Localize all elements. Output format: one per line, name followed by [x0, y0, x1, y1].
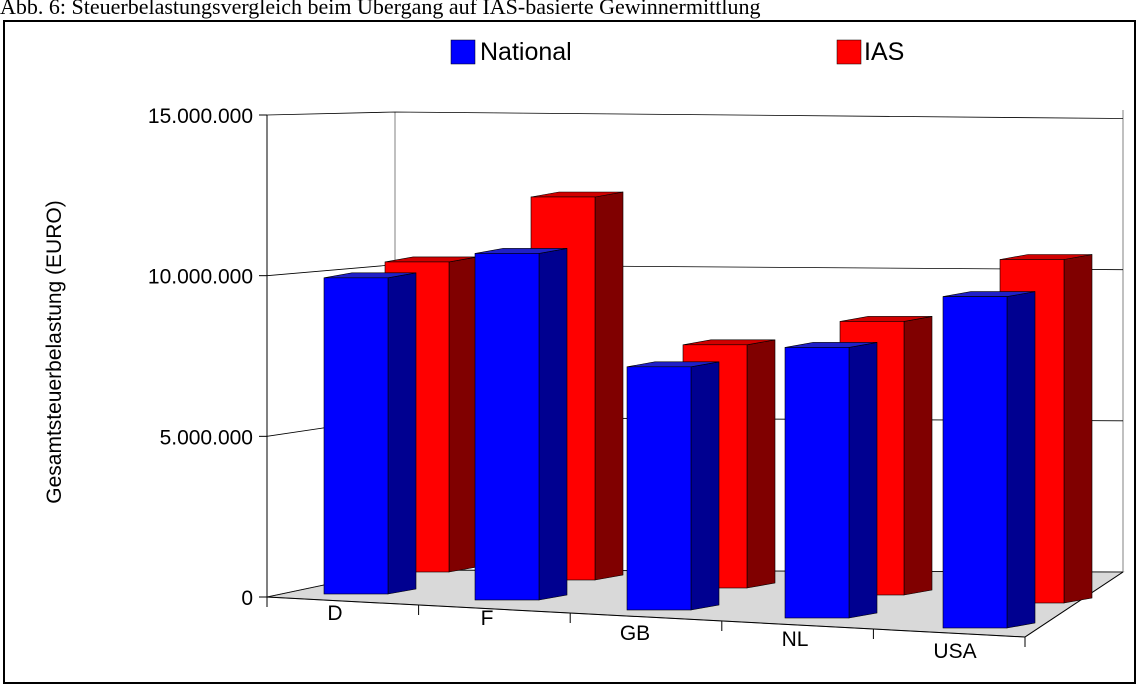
legend-label-ias: IAS	[864, 38, 904, 66]
figure-caption: Abb. 6: Steuerbelastungsvergleich beim Ü…	[0, 0, 761, 19]
bar-national-usa	[942, 291, 1036, 629]
bar-national-gb-side	[690, 361, 720, 611]
bar-chart-3d: 0 5.000.000 10.000.000 15.000.000 D F GB NL USA…	[43, 38, 1125, 663]
chart-frame: 0 5.000.000 10.000.000 15.000.000 D F GB NL USA…	[3, 20, 1136, 684]
y-tick-label: 10.000.000	[148, 266, 253, 289]
bar-national-usa-side	[1006, 291, 1036, 629]
bar-ias-nl-side	[903, 316, 933, 596]
y-axis-label: Gesamtsteuerbelastung (EURO)	[43, 200, 66, 503]
bar-ias-usa-side	[1063, 254, 1093, 604]
x-category-label: D	[327, 602, 342, 625]
bars	[323, 191, 1093, 629]
floor-right-edge	[1024, 571, 1124, 638]
x-category-label: NL	[782, 628, 809, 651]
bar-national-nl	[784, 342, 878, 619]
bar-national-f	[474, 248, 568, 601]
bar-national-usa-front	[942, 296, 1008, 629]
legend-label-national: National	[480, 38, 572, 66]
bar-ias-gb-side	[746, 339, 776, 589]
legend: National IAS	[450, 38, 904, 66]
y-tick-label: 15.000.000	[148, 105, 253, 128]
y-tick-labels: 0 5.000.000 10.000.000 15.000.000	[148, 105, 253, 610]
bar-national-d-side	[387, 272, 417, 595]
gridline-3	[266, 111, 1124, 119]
bar-ias-f-side	[594, 191, 624, 581]
x-category-label: F	[481, 607, 494, 630]
bar-national-d-front	[323, 277, 389, 595]
x-category-labels: D F GB NL USA	[327, 602, 976, 663]
legend-swatch-ias	[836, 39, 862, 65]
bar-national-nl-front	[784, 347, 850, 619]
bar-ias-d-side	[448, 256, 478, 573]
bar-national-gb	[626, 361, 720, 611]
bar-national-f-side	[538, 248, 568, 601]
bar-national-gb-front	[626, 366, 692, 611]
bar-national-nl-side	[848, 342, 878, 619]
axes	[259, 114, 1124, 647]
y-tick-label: 5.000.000	[160, 426, 253, 449]
bar-national-d	[323, 272, 417, 595]
legend-swatch-national	[450, 39, 476, 65]
y-tick-label: 0	[241, 587, 253, 610]
x-axis-line	[266, 596, 1026, 638]
x-category-label: USA	[933, 640, 976, 663]
x-category-label: GB	[620, 622, 650, 645]
bar-national-f-front	[474, 253, 540, 601]
